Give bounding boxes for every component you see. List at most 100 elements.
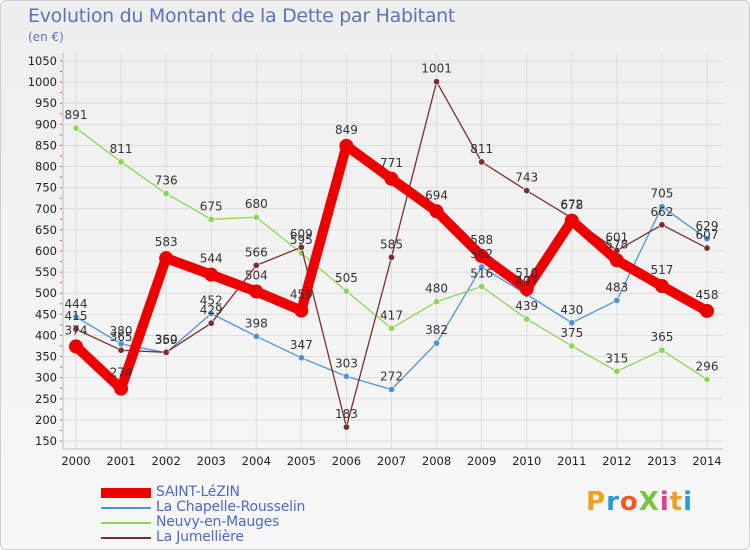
data-label: 360 [155, 332, 178, 346]
y-tick-label: 800 [35, 160, 57, 174]
data-point [387, 324, 395, 332]
data-label: 595 [290, 233, 313, 247]
data-label: 382 [425, 323, 448, 337]
data-label: 365 [650, 330, 673, 344]
data-point [252, 213, 260, 221]
data-label: 811 [110, 142, 133, 156]
data-label: 417 [380, 308, 403, 322]
data-point [249, 284, 264, 299]
data-label: 429 [200, 303, 223, 317]
data-label: 398 [245, 316, 268, 330]
logo-letter: i [659, 487, 670, 517]
data-label: 629 [696, 219, 719, 233]
data-label: 544 [200, 252, 223, 266]
chart-subtitle: (en €) [28, 30, 64, 44]
data-point [658, 221, 666, 229]
data-label: 497 [515, 274, 538, 288]
data-label: 680 [245, 197, 268, 211]
chart-title: Evolution du Montant de la Dette par Hab… [28, 5, 456, 27]
logo-letter: P [586, 487, 607, 517]
data-point [72, 313, 80, 321]
data-point [69, 339, 83, 354]
data-label: 347 [290, 338, 313, 352]
data-label: 444 [65, 297, 88, 311]
data-label: 583 [155, 235, 178, 249]
logo-letter: X [638, 487, 660, 517]
data-label: 183 [335, 407, 358, 421]
data-label: 811 [470, 142, 493, 156]
data-label: 672 [560, 198, 583, 212]
legend-swatch [101, 521, 151, 524]
y-tick-label: 950 [35, 96, 57, 110]
logo-letter: o [619, 487, 639, 517]
data-point [252, 261, 260, 269]
x-tick-label: 2006 [332, 454, 361, 468]
data-label: 458 [696, 288, 719, 302]
data-point [342, 287, 350, 295]
x-tick-label: 2000 [61, 454, 90, 468]
data-label: 516 [470, 266, 493, 280]
data-point [207, 215, 215, 223]
y-tick-label: 900 [35, 117, 57, 131]
data-point [72, 325, 80, 333]
data-point [474, 249, 489, 264]
y-tick-label: 1050 [28, 54, 57, 68]
y-tick-label: 350 [35, 350, 57, 364]
data-label: 315 [605, 351, 628, 365]
x-tick-label: 2005 [287, 454, 316, 468]
data-point [117, 158, 125, 166]
data-label: 483 [605, 280, 628, 294]
data-point [700, 303, 714, 318]
data-label: 1001 [421, 62, 452, 76]
data-point [478, 282, 486, 290]
data-label: 588 [470, 233, 493, 247]
data-point [658, 203, 666, 211]
data-point [159, 251, 174, 266]
data-label: 849 [335, 123, 358, 137]
x-tick-label: 2010 [512, 454, 541, 468]
data-label: 601 [605, 231, 628, 245]
data-point [613, 367, 621, 375]
data-point [703, 235, 711, 243]
data-label: 562 [470, 247, 493, 261]
legend-swatch [101, 487, 151, 498]
data-point [252, 332, 260, 340]
data-label: 694 [425, 188, 448, 202]
data-point [429, 204, 444, 219]
data-point [72, 124, 80, 132]
data-point [342, 372, 350, 380]
data-point [478, 263, 486, 271]
data-point [519, 282, 534, 296]
logo-letter: t [669, 487, 684, 517]
y-tick-label: 700 [35, 202, 57, 216]
data-label: 274 [110, 366, 133, 380]
data-point [478, 158, 486, 166]
data-point [207, 309, 215, 317]
legend-swatch [101, 536, 151, 539]
data-label: 375 [560, 326, 583, 340]
y-tick-label: 400 [35, 328, 57, 342]
legend-label: La Jumellière [156, 529, 244, 545]
data-label: 771 [380, 156, 403, 170]
data-label: 743 [515, 171, 538, 185]
data-label: 430 [560, 303, 583, 317]
data-label: 303 [335, 356, 358, 370]
x-tick-label: 2007 [377, 454, 406, 468]
data-point [658, 346, 666, 354]
y-tick-label: 600 [35, 244, 57, 258]
data-point [568, 342, 576, 350]
data-point [523, 315, 531, 323]
data-label: 296 [696, 359, 719, 373]
y-tick-label: 300 [35, 371, 57, 385]
data-label: 459 [290, 288, 313, 302]
x-tick-label: 2003 [197, 454, 226, 468]
y-tick-label: 150 [35, 434, 57, 448]
data-label: 517 [650, 263, 673, 277]
data-label: 662 [650, 205, 673, 219]
legend-label: SAINT-LéZIN [156, 484, 240, 500]
data-label: 585 [380, 237, 403, 251]
data-point [384, 171, 399, 186]
data-label: 439 [515, 299, 538, 313]
